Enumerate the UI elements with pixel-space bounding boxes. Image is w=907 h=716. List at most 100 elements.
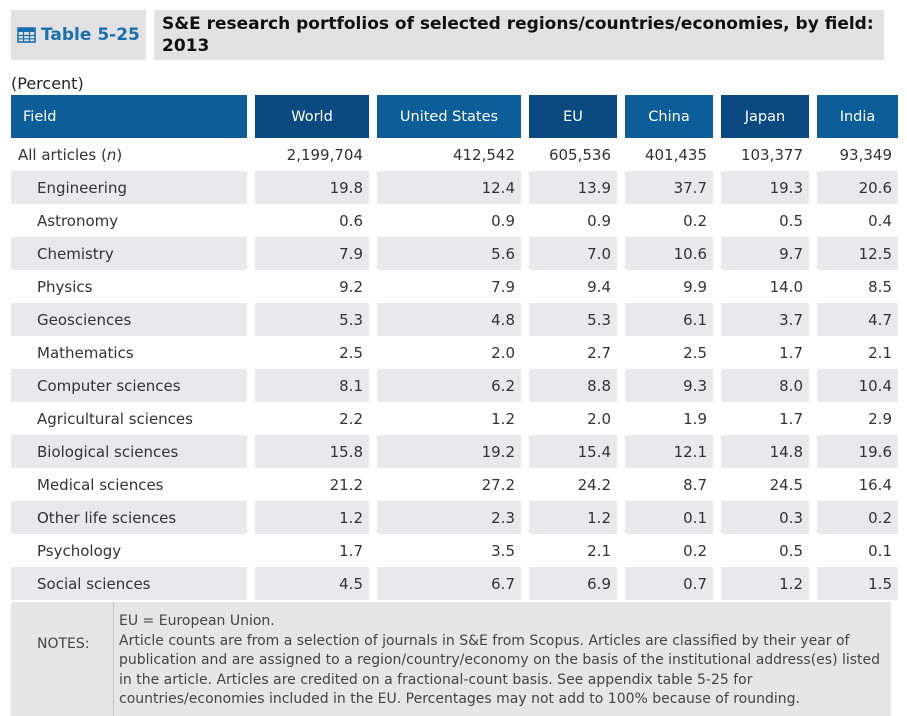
cell-value: 3.7 bbox=[717, 303, 817, 336]
cell-value: 0.5 bbox=[717, 204, 817, 237]
cell-value: 4.8 bbox=[373, 303, 529, 336]
cell-value: 0.4 bbox=[868, 211, 892, 230]
cell-value: 93,349 bbox=[839, 145, 893, 164]
notes-label: NOTES: bbox=[37, 636, 90, 652]
table-row: Psychology 1.7 3.5 2.1 0.2 0.5 0.1 bbox=[11, 534, 898, 567]
cell-value: 14.0 bbox=[717, 270, 817, 303]
notes-section: NOTES: EU = European Union. Article coun… bbox=[11, 602, 891, 716]
cell-value: 401,435 bbox=[621, 138, 721, 171]
cell-value: 9.9 bbox=[621, 270, 721, 303]
col-header-united-states: United States bbox=[373, 95, 529, 138]
row-label: Social sciences bbox=[11, 567, 255, 600]
cell-value: 8.1 bbox=[251, 369, 377, 402]
table-row: Chemistry 7.9 5.6 7.0 10.6 9.7 12.5 bbox=[11, 237, 898, 270]
table-row: Astronomy 0.6 0.9 0.9 0.2 0.5 0.4 bbox=[11, 204, 898, 237]
page-title: S&E research portfolios of selected regi… bbox=[154, 10, 884, 60]
cell-value: 10.6 bbox=[621, 237, 721, 270]
cell-value: 2.1 bbox=[525, 534, 625, 567]
cell-value: 15.8 bbox=[251, 435, 377, 468]
row-label: Other life sciences bbox=[11, 501, 255, 534]
cell-value: 1.2 bbox=[525, 501, 625, 534]
cell-value: 0.2 bbox=[813, 501, 898, 534]
units-label: (Percent) bbox=[11, 74, 84, 93]
row-label: Astronomy bbox=[11, 204, 255, 237]
data-table: Field World United States EU China Japan… bbox=[11, 95, 898, 600]
row-label: Psychology bbox=[11, 534, 255, 567]
cell-value: 2.0 bbox=[525, 402, 625, 435]
cell-value: 0.2 bbox=[621, 204, 721, 237]
cell-value: 9.3 bbox=[621, 369, 721, 402]
table-row: Social sciences 4.5 6.7 6.9 0.7 1.2 1.5 bbox=[11, 567, 898, 600]
all-articles-suffix: ) bbox=[116, 145, 123, 164]
table-row: Biological sciences 15.8 19.2 15.4 12.1 14.8 1… bbox=[11, 435, 898, 468]
row-label-all-articles: All articles (n) bbox=[11, 138, 255, 171]
cell-value: 5.3 bbox=[525, 303, 625, 336]
cell-value: 6.2 bbox=[373, 369, 529, 402]
cell-value: 6.1 bbox=[621, 303, 721, 336]
table-row: Mathematics 2.5 2.0 2.7 2.5 1.7 2.1 bbox=[11, 336, 898, 369]
cell-value: 0.2 bbox=[621, 534, 721, 567]
cell-value: 8.0 bbox=[717, 369, 817, 402]
table-tag[interactable]: Table 5-25 bbox=[11, 10, 146, 60]
cell-value: 9.4 bbox=[525, 270, 625, 303]
cell-value: 2.0 bbox=[373, 336, 529, 369]
row-label: Agricultural sciences bbox=[11, 402, 255, 435]
cell-value: 6.7 bbox=[373, 567, 529, 600]
cell-value: 12.4 bbox=[373, 171, 529, 204]
cell-value: 19.6 bbox=[813, 435, 898, 468]
cell-value: 16.4 bbox=[858, 475, 892, 494]
cell-value: 15.4 bbox=[525, 435, 625, 468]
cell-value: 0.3 bbox=[717, 501, 817, 534]
table-icon bbox=[17, 27, 36, 43]
row-label: Mathematics bbox=[11, 336, 255, 369]
cell-value: 8.5 bbox=[868, 277, 892, 296]
row-label: Engineering bbox=[11, 171, 255, 204]
note-line: EU = European Union. bbox=[119, 613, 275, 629]
cell-value: 12.5 bbox=[813, 237, 898, 270]
cell-value: 1.2 bbox=[251, 501, 377, 534]
cell-value: 7.9 bbox=[251, 237, 377, 270]
cell-value: 1.9 bbox=[621, 402, 721, 435]
row-label: Geosciences bbox=[11, 303, 255, 336]
cell-value: 12.1 bbox=[621, 435, 721, 468]
cell-value: 5.6 bbox=[373, 237, 529, 270]
all-articles-prefix: All articles ( bbox=[18, 145, 107, 164]
cell-value: 24.2 bbox=[525, 468, 625, 501]
table-row: Other life sciences 1.2 2.3 1.2 0.1 0.3 0.2 bbox=[11, 501, 898, 534]
cell-value: 1.5 bbox=[813, 567, 898, 600]
cell-value: 14.8 bbox=[717, 435, 817, 468]
cell-value: 37.7 bbox=[621, 171, 721, 204]
cell-value: 19.3 bbox=[717, 171, 817, 204]
table-row: Medical sciences 21.2 27.2 24.2 8.7 24.5 16.4 bbox=[11, 468, 898, 501]
cell-value: 2.1 bbox=[868, 343, 892, 362]
table-row: Physics 9.2 7.9 9.4 9.9 14.0 8.5 bbox=[11, 270, 898, 303]
cell-value: 5.3 bbox=[251, 303, 377, 336]
cell-value: 2.9 bbox=[868, 409, 892, 428]
cell-value: 4.5 bbox=[251, 567, 377, 600]
row-label: Physics bbox=[11, 270, 255, 303]
cell-value: 4.7 bbox=[813, 303, 898, 336]
cell-value: 2.2 bbox=[251, 402, 377, 435]
cell-value: 19.2 bbox=[373, 435, 529, 468]
cell-value: 103,377 bbox=[717, 138, 817, 171]
col-header-india: India bbox=[813, 95, 898, 138]
cell-value: 3.5 bbox=[373, 534, 529, 567]
cell-value: 20.6 bbox=[813, 171, 898, 204]
table-tag-label: Table 5-25 bbox=[41, 25, 140, 45]
cell-value: 9.2 bbox=[251, 270, 377, 303]
col-header-china: China bbox=[621, 95, 721, 138]
cell-value: 0.9 bbox=[373, 204, 529, 237]
all-articles-n: n bbox=[106, 145, 117, 164]
col-header-field: Field bbox=[11, 95, 255, 138]
cell-value: 0.1 bbox=[621, 501, 721, 534]
cell-value: 2.5 bbox=[251, 336, 377, 369]
col-header-japan: Japan bbox=[717, 95, 817, 138]
cell-value: 1.7 bbox=[251, 534, 377, 567]
table-row: Agricultural sciences 2.2 1.2 2.0 1.9 1.7 2.9 bbox=[11, 402, 898, 435]
cell-value: 10.4 bbox=[813, 369, 898, 402]
cell-value: 412,542 bbox=[373, 138, 529, 171]
cell-value: 1.7 bbox=[717, 336, 817, 369]
row-label: Computer sciences bbox=[11, 369, 255, 402]
cell-value: 2.3 bbox=[373, 501, 529, 534]
table-row-all-articles: All articles (n) 2,199,704 412,542 605,5… bbox=[11, 138, 898, 171]
